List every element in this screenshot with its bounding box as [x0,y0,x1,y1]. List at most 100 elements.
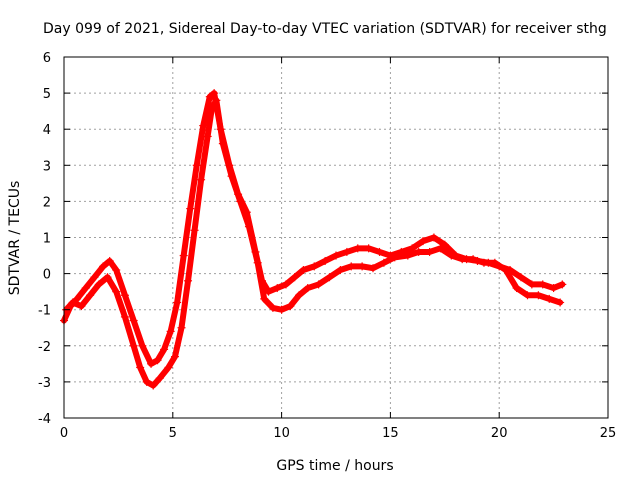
data-point-marker [425,247,434,256]
data-point-marker [199,121,208,130]
data-point-marker [512,284,521,293]
data-point-marker [368,264,377,273]
series-trace [63,97,564,389]
data-point-marker [112,265,121,274]
y-tick-label: 5 [43,87,51,102]
data-point-marker [429,233,438,242]
data-point-marker [419,237,428,246]
data-point-marker [81,284,90,293]
data-point-marker [295,291,304,300]
data-point-marker [142,377,151,386]
data-point-marker [105,256,114,265]
y-tick-label: 3 [43,159,51,174]
data-point-marker [364,244,373,253]
data-point-marker [303,284,312,293]
data-point-marker [77,302,86,311]
data-point-marker [516,273,525,282]
data-point-marker [210,89,219,98]
y-tick-label: 4 [43,123,51,138]
x-tick-label: 0 [60,426,68,441]
data-point-marker [549,284,558,293]
data-point-marker [479,258,488,267]
data-point-marker [277,305,286,314]
data-point-marker [447,251,456,260]
x-tick-label: 25 [600,426,617,441]
data-point-marker [436,244,445,253]
data-point-marker [173,298,182,307]
data-point-marker [147,359,156,368]
data-point-marker [390,253,399,262]
data-point-marker [458,255,467,264]
data-point-marker [197,175,206,184]
data-point-marker [129,316,138,325]
data-point-marker [120,291,129,300]
data-point-marker [273,284,282,293]
data-point-marker [268,303,277,312]
data-point-marker [501,265,510,274]
data-point-marker [244,222,253,231]
data-point-marker [203,132,212,141]
data-point-marker [379,258,388,267]
data-point-marker [353,244,362,253]
data-point-marker [236,197,245,206]
data-point-marker [129,341,138,350]
data-point-marker [160,345,169,354]
data-point-marker [218,139,227,148]
data-point-marker [99,262,108,271]
y-tick-label: -2 [38,340,51,355]
chart-title: Day 099 of 2021, Sidereal Day-to-day VTE… [43,21,607,37]
y-tick-label: 2 [43,195,51,210]
data-point-marker [314,280,323,289]
y-tick-label: 1 [43,232,51,247]
y-tick-label: 6 [43,51,51,66]
data-point-marker [166,327,175,336]
data-point-marker [321,256,330,265]
data-point-marker [556,298,565,307]
y-axis-label: SDTVAR / TECUs [7,181,23,296]
data-point-marker [336,265,345,274]
data-series-layer [60,89,567,390]
data-point-marker [120,312,129,321]
data-point-marker [170,352,179,361]
data-point-marker [523,291,532,300]
data-point-marker [153,356,162,365]
data-point-marker [545,294,554,303]
y-tick-label: -4 [38,412,51,427]
data-point-marker [469,255,478,264]
data-point-marker [227,172,236,181]
y-tick-label: -1 [38,304,51,319]
data-point-marker [155,374,164,383]
data-point-marker [534,291,543,300]
data-point-marker [177,323,186,332]
data-point-marker [290,273,299,282]
data-point-marker [149,381,158,390]
data-point-marker [332,251,340,260]
axis-ticks: 0 5 10 15 20 25 -4 -3 -2 -1 0 1 2 3 4 5 6 [38,51,616,441]
data-point-marker [90,273,99,282]
data-point-marker [281,280,290,289]
data-point-marker [138,341,147,350]
data-point-marker [253,258,262,267]
data-point-marker [192,161,201,170]
data-point-marker [112,287,121,296]
data-point-marker [440,240,449,249]
data-point-marker [94,280,103,289]
data-point-marker [164,363,173,372]
data-point-marker [190,226,199,235]
data-point-marker [414,247,423,256]
data-point-marker [558,280,567,289]
data-point-marker [103,273,112,282]
data-point-marker [299,265,308,274]
data-point-marker [136,363,145,372]
x-axis-label: GPS time / hours [276,458,393,474]
data-point-marker [184,276,193,285]
data-point-marker [86,291,95,300]
data-point-marker [179,251,188,260]
data-point-marker [347,262,356,271]
data-point-marker [490,258,499,267]
data-point-marker [342,247,351,256]
data-point-marker [538,280,547,289]
data-point-marker [527,280,536,289]
